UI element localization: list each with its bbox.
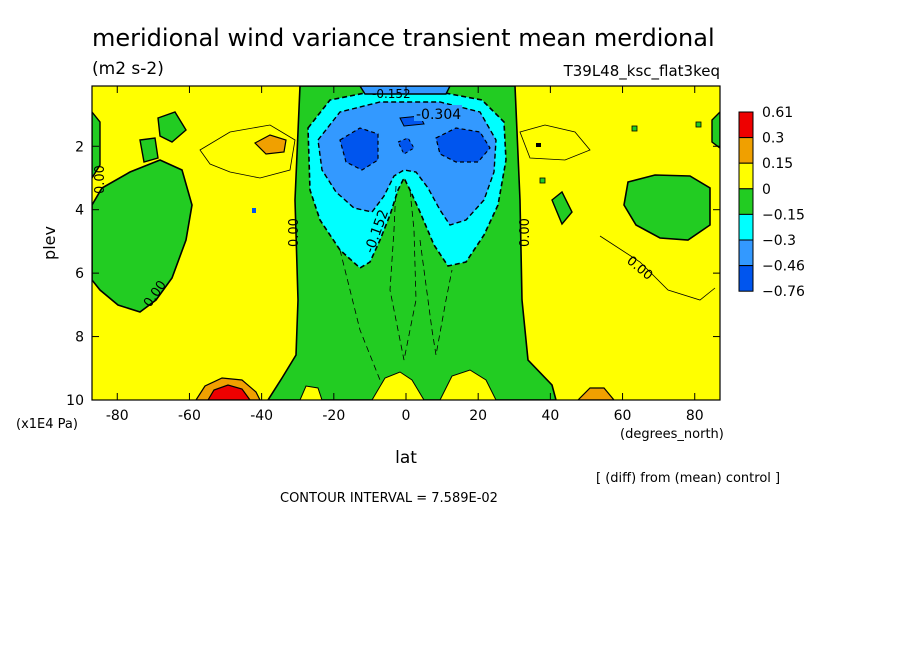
- green-patch-left-2: [139, 137, 159, 163]
- orange-bump-right: [577, 387, 615, 400]
- spot-small-left: [252, 208, 256, 213]
- blue-core-left: [339, 127, 379, 171]
- colorbar-label: 0.15: [762, 156, 793, 172]
- colorbar-label: −0.3: [762, 233, 796, 249]
- colorbar: 0.61 0.3 0.15 0 −0.15 −0.3 −0.46 −0.76: [738, 105, 805, 300]
- chart-title: meridional wind variance transient mean …: [92, 24, 715, 52]
- green-region-left-edge: [92, 110, 101, 180]
- y-tick-label: 10: [66, 393, 84, 409]
- contour-interval: CONTOUR INTERVAL = 7.589E-02: [280, 491, 498, 506]
- colorbar-label: 0.61: [762, 105, 793, 121]
- y-tick-label: 8: [75, 330, 84, 346]
- y-tick-label: 6: [75, 266, 84, 282]
- spot-small-right-3: [539, 177, 546, 184]
- x-tick-label: 0: [402, 408, 411, 424]
- red-bump-left: [207, 384, 251, 400]
- colorbar-swatch: [738, 111, 754, 139]
- colorbar-swatch: [738, 137, 754, 164]
- spot-orange-right: [536, 143, 541, 147]
- colorbar-swatch: [738, 213, 754, 241]
- colorbar-label: −0.15: [762, 207, 805, 223]
- colorbar-label: −0.76: [762, 284, 805, 300]
- colorbar-label: 0: [762, 182, 771, 198]
- colorbar-label: −0.46: [762, 259, 805, 275]
- contour-label-zero-a: 0.00: [287, 218, 302, 247]
- thin-contour-left: [199, 124, 296, 179]
- colorbar-swatch: [738, 162, 754, 190]
- yellow-bump-bottom-3: [299, 385, 323, 400]
- thin-contour-right: [519, 124, 591, 161]
- units-label: (m2 s-2): [92, 59, 164, 79]
- green-region-left: [92, 159, 193, 313]
- contour-label-zero-b: 0.00: [518, 218, 533, 247]
- y-axis-label: plev: [40, 226, 59, 260]
- spot-small-right-2: [695, 121, 702, 128]
- x-tick-label: -20: [322, 408, 345, 424]
- colorbar-swatch: [738, 265, 754, 292]
- diff-note: [ (diff) from (mean) control ]: [596, 471, 780, 486]
- experiment-label: T39L48_ksc_flat3keq: [563, 62, 720, 81]
- x-units-label: (degrees_north): [620, 427, 724, 442]
- green-patch-right: [551, 190, 573, 226]
- green-patch-left: [157, 111, 187, 143]
- colorbar-swatch: [738, 188, 754, 215]
- y-tick-label: 2: [75, 139, 84, 155]
- y-axis: 2 4 6 8 10: [66, 139, 720, 409]
- x-tick-label: 60: [614, 408, 632, 424]
- contour-label-zero-c: 0.00: [93, 165, 108, 194]
- y-units-label: (x1E4 Pa): [16, 417, 78, 432]
- contour-label-neg152-a: -0.152: [372, 87, 411, 101]
- yellow-bump-bottom-2: [439, 369, 497, 400]
- x-axis-label: lat: [395, 448, 417, 468]
- blue-core-center: [397, 137, 415, 155]
- x-tick-label: 80: [686, 408, 704, 424]
- green-region-right-edge: [711, 111, 720, 149]
- thin-contour-right2: [599, 235, 716, 301]
- x-tick-label: 40: [541, 408, 559, 424]
- contour-field: [92, 86, 720, 400]
- green-region-right: [623, 174, 711, 241]
- spot-small-right: [631, 125, 638, 132]
- x-tick-label: -60: [178, 408, 201, 424]
- yellow-bump-bottom: [371, 371, 425, 400]
- contour-label-neg304: -0.304: [416, 107, 461, 123]
- x-tick-label: -40: [250, 408, 273, 424]
- y-tick-label: 4: [75, 203, 84, 219]
- orange-patch-left: [254, 134, 287, 155]
- x-tick-label: 20: [469, 408, 487, 424]
- x-axis: -80 -60 -40 -20 0 20 40 60 80: [106, 86, 704, 424]
- colorbar-swatch: [738, 239, 754, 267]
- colorbar-label: 0.3: [762, 131, 784, 147]
- dashed-contour-inner: [339, 185, 453, 381]
- top-band: [359, 86, 451, 95]
- blue-core-right: [435, 127, 491, 163]
- x-tick-label: -80: [106, 408, 129, 424]
